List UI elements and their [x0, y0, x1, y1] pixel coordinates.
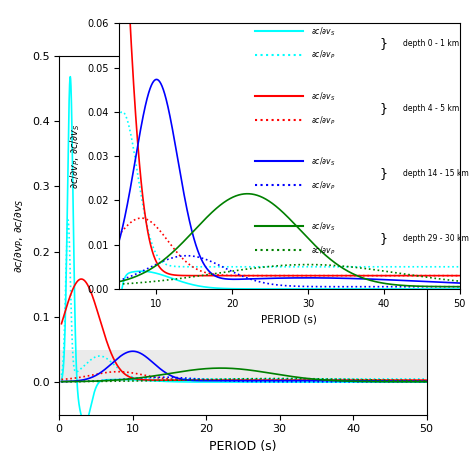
X-axis label: PERIOD (s): PERIOD (s) — [261, 314, 317, 324]
X-axis label: PERIOD (s): PERIOD (s) — [209, 440, 277, 453]
Text: $\partial c/\partial v_S$: $\partial c/\partial v_S$ — [311, 90, 336, 103]
Text: }: } — [380, 232, 388, 245]
Text: $\partial c/\partial v_P$: $\partial c/\partial v_P$ — [311, 114, 336, 126]
Y-axis label: $\partial c/\partial v_P$, $\partial c/\partial v_S$: $\partial c/\partial v_P$, $\partial c/\… — [12, 198, 26, 273]
Text: $\partial c/\partial v_P$: $\partial c/\partial v_P$ — [311, 179, 336, 192]
Text: depth 14 - 15 km: depth 14 - 15 km — [403, 169, 469, 178]
Text: $\partial c/\partial v_S$: $\partial c/\partial v_S$ — [311, 220, 336, 233]
Text: $\partial c/\partial v_P$: $\partial c/\partial v_P$ — [311, 49, 336, 62]
Text: }: } — [380, 102, 388, 115]
Text: depth 4 - 5 km: depth 4 - 5 km — [403, 104, 460, 113]
Text: }: } — [380, 167, 388, 180]
Text: depth 0 - 1 km: depth 0 - 1 km — [403, 39, 460, 48]
Text: $\partial c/\partial v_P$: $\partial c/\partial v_P$ — [311, 244, 336, 257]
Text: $\partial c/\partial v_S$: $\partial c/\partial v_S$ — [311, 155, 336, 168]
Text: depth 29 - 30 km: depth 29 - 30 km — [403, 234, 469, 243]
Bar — [59, 350, 427, 382]
Text: $\partial c/\partial v_S$: $\partial c/\partial v_S$ — [311, 25, 336, 38]
Y-axis label: $\partial c/\partial v_P$, $\partial c/\partial v_S$: $\partial c/\partial v_P$, $\partial c/\… — [68, 123, 82, 189]
Text: }: } — [380, 37, 388, 50]
